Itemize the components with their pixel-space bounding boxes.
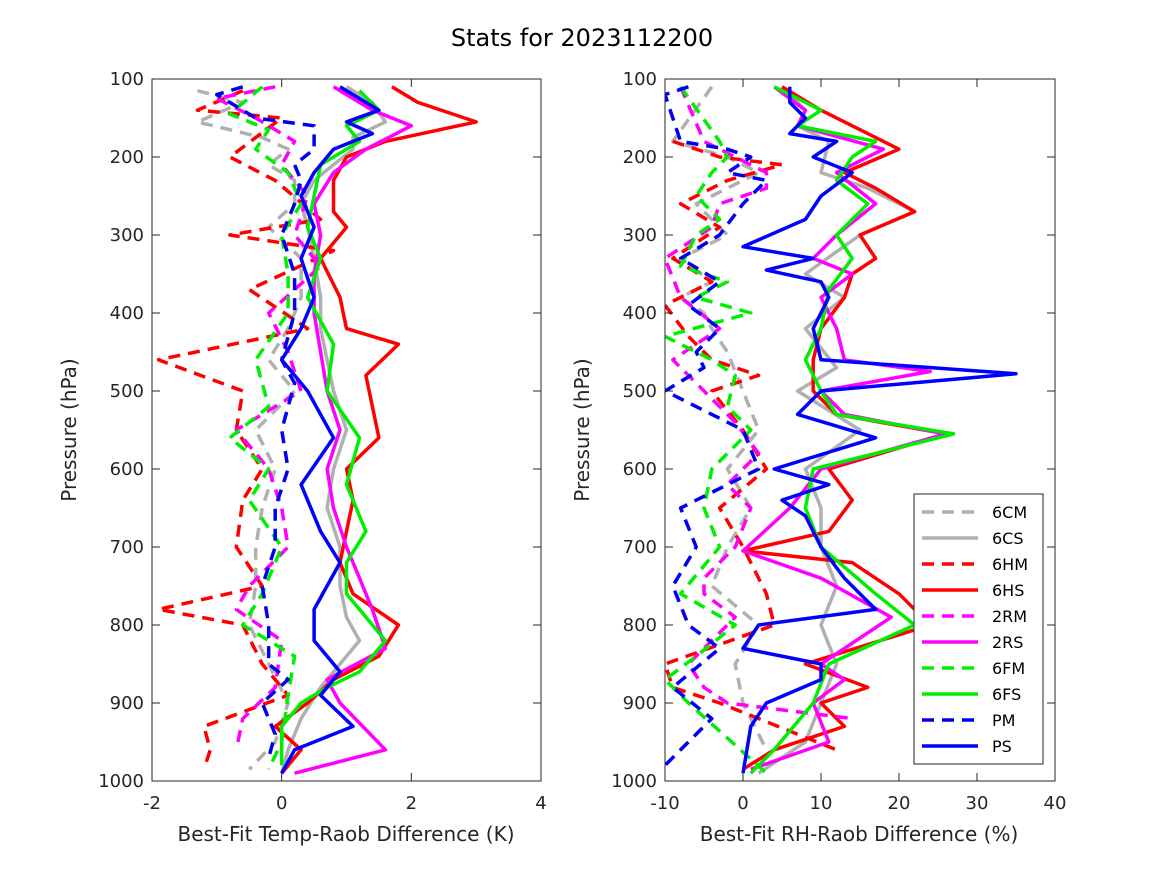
- temperature-y-tick-label: 400: [110, 303, 144, 324]
- rh-y-axis-label: Pressure (hPa): [570, 358, 594, 501]
- rh-x-tick-label: 20: [888, 793, 911, 814]
- legend-label-2rm: 2RM: [992, 607, 1027, 626]
- temperature-series-6hm: [156, 89, 336, 770]
- temperature-axes-box: [151, 78, 542, 782]
- rh-y-tick-label: 100: [623, 69, 657, 90]
- legend-label-2rs: 2RS: [992, 633, 1023, 652]
- legend-label-6fs: 6FS: [992, 685, 1021, 704]
- legend-label-pm: PM: [992, 711, 1015, 730]
- rh-y-tick-label: 500: [623, 381, 657, 402]
- rh-series-pm: [665, 85, 769, 767]
- temperature-x-axis-label: Best-Fit Temp-Raob Difference (K): [177, 822, 514, 846]
- legend-label-6cm: 6CM: [992, 503, 1027, 522]
- rh-series-group: [665, 85, 1018, 775]
- rh-panel: Best-Fit RH-Raob Difference (%) Pressure…: [570, 69, 1066, 846]
- rh-y-tick-label: 900: [623, 693, 657, 714]
- temperature-y-tick-label: 200: [110, 147, 144, 168]
- chart-title: Stats for 2023112200: [451, 24, 713, 52]
- rh-y-tick-label: 1000: [611, 771, 657, 792]
- temperature-y-tick-label: 100: [110, 69, 144, 90]
- temperature-y-tick-label: 300: [110, 225, 144, 246]
- temperature-x-tick-label: 0: [276, 793, 287, 814]
- rh-series-6cs: [757, 85, 917, 775]
- rh-series-6fs: [749, 85, 956, 775]
- rh-y-tick-label: 700: [623, 537, 657, 558]
- temperature-series-group: [156, 85, 478, 775]
- legend: 6CM 6CS 6HM 6HS 2RM 2RS 6FM 6FS PM PS: [913, 493, 1044, 765]
- rh-axes-box: [664, 78, 1056, 782]
- temperature-panel: Best-Fit Temp-Raob Difference (K) Pressu…: [57, 69, 547, 846]
- rh-x-tick-label: 30: [966, 793, 989, 814]
- rh-y-tick-label: 300: [623, 225, 657, 246]
- rh-series-6hm: [665, 139, 838, 752]
- legend-label-6fm: 6FM: [992, 659, 1025, 678]
- rh-x-tick-label: 0: [737, 793, 748, 814]
- rh-x-axis-label: Best-Fit RH-Raob Difference (%): [700, 822, 1019, 846]
- rh-series-6fm: [665, 85, 768, 775]
- temperature-y-tick-label: 800: [110, 615, 144, 636]
- temperature-x-tick-label: 4: [535, 793, 546, 814]
- rh-series-ps: [741, 86, 1018, 774]
- temperature-series-6fm: [228, 85, 303, 771]
- temperature-y-tick-label: 500: [110, 381, 144, 402]
- temperature-series-6fs: [279, 89, 388, 766]
- rh-y-tick-label: 400: [623, 303, 657, 324]
- rh-y-tick-label: 600: [623, 459, 657, 480]
- rh-series-2rm: [665, 86, 853, 721]
- rh-y-tick-label: 200: [623, 147, 657, 168]
- temperature-x-tick-label: -2: [143, 793, 161, 814]
- temperature-y-tick-label: 700: [110, 537, 144, 558]
- rh-y-tick-label: 800: [623, 615, 657, 636]
- temperature-y-axis-label: Pressure (hPa): [57, 358, 81, 501]
- temperature-y-tick-label: 1000: [98, 771, 144, 792]
- temperature-y-tick-label: 900: [110, 693, 144, 714]
- temperature-series-6cm: [195, 89, 303, 771]
- legend-label-6cs: 6CS: [992, 529, 1024, 548]
- temperature-series-ps: [279, 85, 381, 775]
- rh-x-tick-label: 10: [810, 793, 833, 814]
- legend-label-6hs: 6HS: [992, 581, 1024, 600]
- rh-series-6cm: [671, 85, 768, 751]
- legend-box: [913, 493, 1044, 765]
- rh-x-tick-label: -10: [650, 793, 679, 814]
- legend-label-ps: PS: [992, 737, 1012, 756]
- temperature-y-tick-label: 600: [110, 459, 144, 480]
- rh-x-tick-label: 40: [1044, 793, 1067, 814]
- legend-label-6hm: 6HM: [992, 555, 1028, 574]
- temperature-x-tick-label: 2: [406, 793, 417, 814]
- temperature-series-pm: [215, 85, 316, 759]
- temperature-series-2rs: [294, 85, 414, 775]
